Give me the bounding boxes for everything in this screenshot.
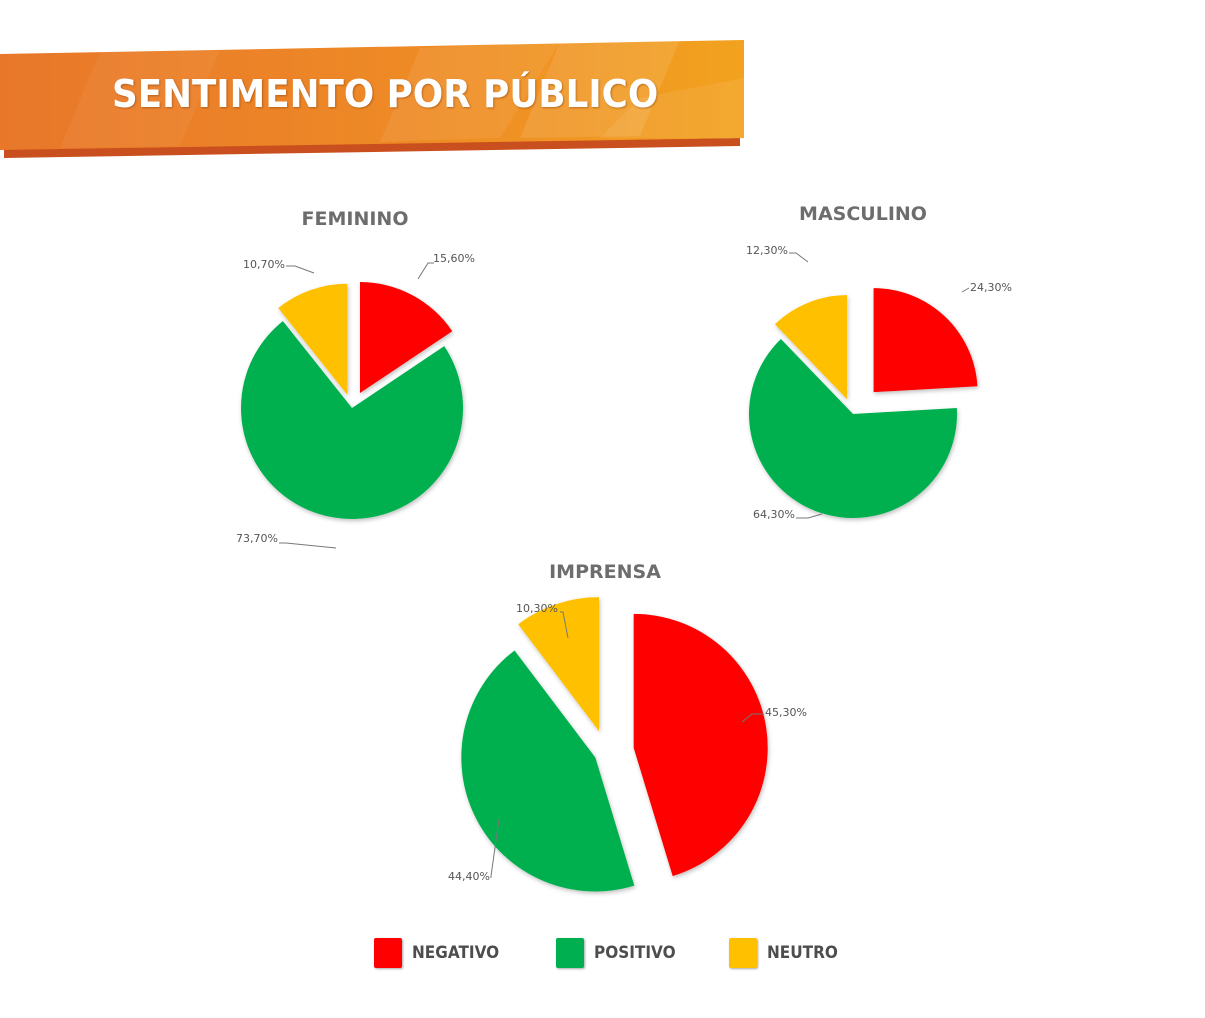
title-banner	[0, 40, 744, 158]
data-label-masculino-negativo: 24,30%	[970, 281, 1012, 294]
chart-feminino: FEMININO 15,60% 73,70% 10,70%	[236, 208, 475, 549]
chart-title-imprensa: IMPRENSA	[549, 561, 661, 583]
page-title: SENTIMENTO POR PÚBLICO	[112, 72, 659, 116]
pie-slice-imprensa-positivo	[461, 650, 635, 892]
leader-line-feminino-neutro	[286, 265, 315, 274]
pie-slice-masculino-positivo	[749, 339, 957, 518]
banner-shadow	[4, 138, 740, 158]
leader-line-feminino-negativo	[417, 262, 434, 280]
pie-charts: FEMININO 15,60% 73,70% 10,70% MASCULINO 24,3…	[236, 203, 1012, 892]
pie-slice-masculino-negativo	[873, 288, 978, 393]
leader-line-feminino-positivo	[279, 542, 337, 549]
pie-slice-feminino-positivo	[240, 321, 463, 520]
banner-background	[0, 40, 744, 150]
leader-line-imprensa-neutro	[560, 611, 569, 639]
pie-slice-imprensa-negativo	[633, 613, 768, 877]
data-label-feminino-neutro: 10,70%	[243, 258, 285, 271]
data-label-imprensa-neutro: 10,30%	[516, 602, 558, 615]
legend-label-neutro: NEUTRO	[767, 943, 838, 963]
pie-slice-feminino-negativo	[360, 282, 453, 394]
legend-item-positivo: POSITIVO	[556, 936, 685, 970]
legend-swatch-neutro	[729, 938, 757, 968]
data-label-feminino-negativo: 15,60%	[433, 252, 475, 265]
leader-line-masculino-positivo	[796, 513, 823, 519]
leader-line-imprensa-negativo	[741, 713, 764, 723]
data-label-imprensa-negativo: 45,30%	[765, 706, 807, 719]
data-label-imprensa-positivo: 44,40%	[448, 870, 490, 883]
chart-title-feminino: FEMININO	[302, 208, 409, 230]
leader-line-imprensa-positivo	[490, 818, 500, 878]
chart-title-masculino: MASCULINO	[799, 203, 927, 225]
chart-masculino: MASCULINO 24,30% 64,30% 12,30%	[746, 203, 1012, 521]
pie-slice-feminino-neutro	[278, 283, 348, 395]
data-label-masculino-positivo: 64,30%	[753, 508, 795, 521]
legend-item-negativo: NEGATIVO	[374, 936, 509, 970]
pie-slice-masculino-neutro	[774, 295, 848, 400]
data-label-masculino-neutro: 12,30%	[746, 244, 788, 257]
legend-swatch-negativo	[374, 938, 402, 968]
chart-imprensa: IMPRENSA 45,30% 44,40% 10,30%	[448, 561, 807, 892]
leader-line-masculino-negativo	[961, 287, 970, 293]
leader-line-masculino-neutro	[789, 252, 809, 263]
legend: NEGATIVO POSITIVO NEUTRO	[0, 930, 1205, 974]
legend-label-positivo: POSITIVO	[594, 943, 676, 963]
data-label-feminino-positivo: 73,70%	[236, 532, 278, 545]
legend-label-negativo: NEGATIVO	[412, 943, 500, 963]
legend-item-neutro: NEUTRO	[729, 936, 846, 970]
legend-swatch-positivo	[556, 938, 584, 968]
pie-slice-imprensa-neutro	[518, 597, 600, 732]
